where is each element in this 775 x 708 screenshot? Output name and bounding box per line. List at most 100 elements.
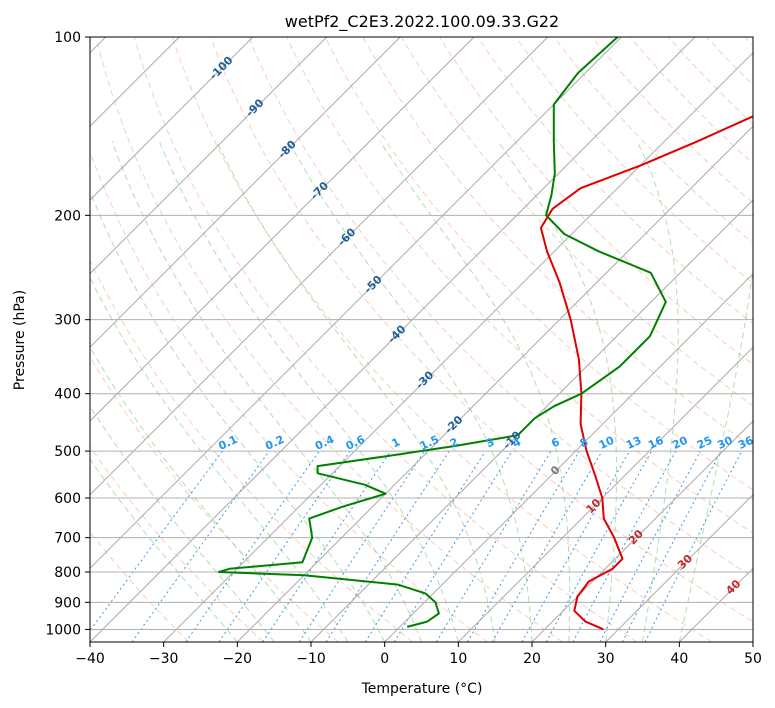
isotherm-line (90, 37, 401, 349)
dry-adiabat-line (90, 259, 414, 642)
isotherm-label: -40 (385, 322, 408, 345)
x-tick-label: 10 (449, 651, 467, 667)
x-tick-label: −40 (75, 651, 105, 667)
profile-series-line-0 (539, 115, 753, 631)
mixing-ratio-label: 2 (448, 435, 460, 450)
mixing-ratio-label: 30 (715, 434, 735, 452)
dry-adiabat-line (706, 37, 753, 86)
isotherm-line (531, 420, 753, 642)
plot-frame (89, 36, 754, 643)
mixing-ratio-label: 8 (578, 435, 590, 450)
mixing-ratio-line (90, 450, 223, 632)
moist-adiabat-line (90, 345, 312, 642)
dry-adiabat-line (95, 37, 563, 642)
x-tick-label: 20 (523, 651, 541, 667)
mixing-ratio-label: 1 (390, 435, 402, 450)
dry-adiabat-line (515, 37, 753, 284)
grid-clip-group (90, 37, 753, 642)
y-tick-label: 900 (54, 595, 81, 611)
isotherm-line (163, 51, 753, 642)
mixing-ratio-line (325, 450, 450, 642)
dry-adiabat-line (668, 37, 753, 125)
isotherm-line (236, 125, 753, 642)
x-axis-label: Temperature (°C) (361, 681, 483, 697)
dry-adiabat-line (90, 445, 264, 642)
isotherm-line (90, 37, 254, 201)
dry-adiabat-line (171, 37, 712, 642)
y-tick-label: 500 (54, 444, 81, 460)
x-tick-label: −30 (149, 651, 179, 667)
chart-title: wetPf2_C2E3.2022.100.09.33.G22 (285, 12, 559, 32)
moist-adiabat-line (90, 405, 275, 642)
dry-adiabat-line (90, 531, 190, 642)
isotherm-line (90, 37, 328, 275)
mixing-ratio-line (262, 450, 392, 642)
y-tick-label: 200 (54, 208, 81, 224)
x-tick-label: 0 (380, 651, 389, 667)
isotherm-line (90, 37, 622, 570)
isotherm-line (90, 37, 549, 496)
label-layer: -100-90-80-70-60-50-40-30-20-100.1 0.2 0.4… (207, 54, 756, 598)
mixing-ratio-label: 1.5 (418, 433, 441, 453)
mixing-ratio-line (467, 450, 580, 642)
mixing-ratio-label: 0.4 (313, 433, 336, 453)
axis-layer: −40 −30 −20 −10 0 10 20 30 40 50 100 200 300 400 500 60… (45, 30, 762, 667)
mixing-ratio-line (393, 450, 513, 642)
mixing-ratio-line (521, 450, 630, 642)
dry-adiabat-line (324, 37, 753, 491)
mixing-ratio-line (298, 450, 425, 642)
mixing-ratio-line (644, 450, 743, 642)
moist-adiabat-label: 30 (675, 552, 695, 572)
isotherm-label: -70 (308, 179, 331, 202)
mixing-ratio-line (621, 450, 722, 642)
profile-series-line-1 (217, 37, 667, 628)
mixing-ratio-line (491, 450, 603, 642)
mixing-ratio-label: 16 (646, 434, 666, 452)
mixing-ratio-line (545, 450, 653, 642)
data-clip-group (217, 37, 753, 631)
grid-layer (90, 37, 753, 642)
x-tick-label: 50 (744, 651, 762, 667)
mixing-ratio-line (599, 450, 701, 642)
mixing-ratio-label: 0.1 (216, 433, 239, 453)
dry-adiabat-line (90, 356, 339, 642)
x-tick-label: −20 (223, 651, 253, 667)
mixing-ratio-line (572, 450, 677, 642)
x-tick-label: 40 (670, 651, 688, 667)
mixing-ratio-line (364, 450, 486, 642)
mixing-ratio-line (218, 450, 351, 642)
mixing-ratio-label: 3 (484, 435, 496, 450)
data-layer (217, 37, 753, 631)
label-clip-group: -100-90-80-70-60-50-40-30-20-100.1 0.2 0.4… (207, 54, 756, 598)
mixing-ratio-label: 0.6 (344, 433, 367, 453)
isotherm-line (457, 346, 753, 642)
isotherm-line (752, 641, 753, 642)
mixing-ratio-label: 25 (695, 434, 714, 452)
dry-adiabat-line (133, 37, 638, 642)
mixing-ratio-line (435, 450, 552, 642)
y-tick-label: 700 (54, 531, 81, 547)
y-tick-label: 600 (54, 491, 81, 507)
x-tick-label: 30 (597, 651, 615, 667)
moist-adiabat-line (678, 265, 753, 642)
dry-adiabat-line (553, 37, 753, 244)
y-tick-label: 400 (54, 387, 81, 403)
moist-adiabat-label: 20 (626, 527, 646, 547)
moist-adiabat-line (636, 141, 679, 642)
mixing-ratio-label: 36 (736, 434, 756, 452)
isotherm-label: -30 (413, 368, 436, 391)
y-tick-label: 100 (54, 30, 81, 46)
y-tick-label: 300 (54, 313, 81, 329)
isotherm-line (90, 37, 475, 422)
isotherm-line (384, 272, 753, 642)
dry-adiabat-line (90, 150, 488, 642)
isotherm-line (605, 493, 753, 642)
x-tick-label: −10 (296, 651, 326, 667)
dry-adiabat-line (248, 37, 753, 578)
mixing-ratio-line (185, 450, 320, 642)
dry-adiabat-line (210, 37, 753, 623)
mixing-ratio-label: 10 (597, 434, 617, 452)
moist-adiabat-line (379, 141, 571, 642)
y-axis-label: Pressure (hPa) (12, 290, 28, 390)
